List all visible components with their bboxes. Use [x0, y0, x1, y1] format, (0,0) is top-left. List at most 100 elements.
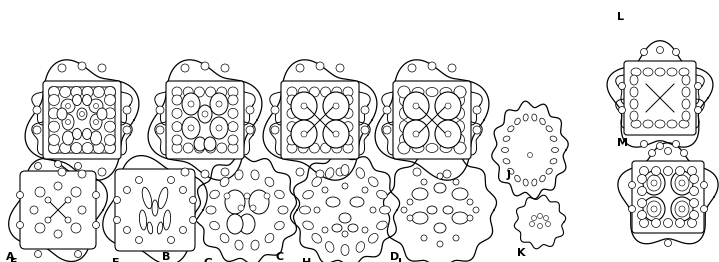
Circle shape [188, 125, 194, 131]
Circle shape [473, 106, 481, 114]
Circle shape [78, 206, 86, 214]
Ellipse shape [356, 168, 365, 178]
Ellipse shape [435, 92, 461, 120]
Ellipse shape [400, 121, 408, 133]
Ellipse shape [400, 134, 408, 146]
Circle shape [190, 216, 196, 223]
Circle shape [638, 174, 646, 183]
Circle shape [628, 182, 636, 188]
Circle shape [114, 196, 121, 204]
Circle shape [33, 126, 41, 134]
Circle shape [221, 168, 229, 176]
Circle shape [437, 173, 443, 179]
Ellipse shape [630, 75, 638, 85]
Circle shape [448, 64, 456, 72]
Circle shape [104, 86, 116, 97]
Circle shape [641, 48, 648, 56]
Circle shape [201, 170, 209, 178]
FancyBboxPatch shape [43, 81, 121, 159]
Circle shape [181, 168, 189, 176]
Circle shape [651, 206, 657, 212]
Circle shape [538, 223, 543, 228]
Circle shape [48, 95, 60, 106]
Circle shape [687, 219, 697, 227]
Circle shape [78, 62, 86, 70]
Ellipse shape [158, 187, 168, 209]
Circle shape [618, 106, 626, 113]
Ellipse shape [225, 190, 245, 214]
Circle shape [672, 48, 679, 56]
Ellipse shape [643, 120, 653, 128]
Ellipse shape [73, 128, 81, 139]
Circle shape [98, 64, 106, 72]
Ellipse shape [508, 168, 514, 174]
Circle shape [679, 206, 685, 212]
Text: K: K [517, 248, 526, 258]
Ellipse shape [220, 177, 229, 187]
Ellipse shape [251, 170, 259, 180]
Circle shape [45, 217, 51, 223]
Ellipse shape [546, 126, 552, 132]
Circle shape [690, 199, 698, 208]
Circle shape [296, 168, 304, 176]
Text: I: I [398, 258, 402, 262]
Ellipse shape [426, 144, 438, 152]
Text: M: M [617, 138, 628, 148]
Ellipse shape [532, 179, 537, 186]
Ellipse shape [312, 233, 321, 243]
Ellipse shape [303, 190, 313, 199]
Circle shape [201, 62, 209, 70]
Ellipse shape [312, 177, 321, 187]
Ellipse shape [210, 93, 228, 115]
Circle shape [33, 106, 41, 114]
Circle shape [48, 108, 60, 119]
Circle shape [35, 223, 45, 233]
Circle shape [58, 168, 66, 176]
Ellipse shape [73, 95, 81, 106]
Circle shape [538, 214, 543, 219]
Circle shape [180, 227, 186, 233]
Ellipse shape [239, 214, 255, 234]
Circle shape [172, 95, 182, 105]
Circle shape [206, 143, 216, 153]
Circle shape [54, 182, 62, 190]
Ellipse shape [356, 242, 365, 252]
Circle shape [413, 168, 421, 176]
Circle shape [168, 237, 175, 243]
Circle shape [188, 101, 194, 107]
Ellipse shape [235, 170, 243, 180]
Circle shape [93, 143, 104, 154]
Ellipse shape [630, 111, 638, 121]
Circle shape [98, 168, 106, 176]
Circle shape [202, 111, 208, 117]
Ellipse shape [341, 165, 349, 176]
Ellipse shape [508, 126, 514, 132]
Ellipse shape [235, 240, 243, 250]
Ellipse shape [291, 120, 317, 148]
Ellipse shape [671, 197, 693, 221]
Ellipse shape [655, 120, 665, 128]
Circle shape [336, 64, 344, 72]
Ellipse shape [523, 179, 528, 186]
Ellipse shape [62, 114, 74, 130]
Circle shape [362, 227, 368, 233]
Circle shape [135, 237, 142, 243]
Ellipse shape [454, 86, 466, 98]
FancyBboxPatch shape [49, 87, 115, 153]
Ellipse shape [398, 88, 410, 96]
FancyBboxPatch shape [166, 81, 244, 159]
Circle shape [183, 87, 193, 97]
Circle shape [75, 250, 81, 258]
Circle shape [48, 143, 60, 154]
Ellipse shape [456, 134, 464, 146]
Circle shape [651, 219, 661, 227]
Ellipse shape [546, 168, 552, 174]
Circle shape [228, 108, 238, 118]
Circle shape [93, 192, 99, 199]
Circle shape [156, 126, 164, 134]
Ellipse shape [251, 240, 259, 250]
Circle shape [342, 231, 348, 237]
Circle shape [60, 143, 70, 154]
Ellipse shape [403, 92, 429, 120]
Circle shape [181, 64, 189, 72]
